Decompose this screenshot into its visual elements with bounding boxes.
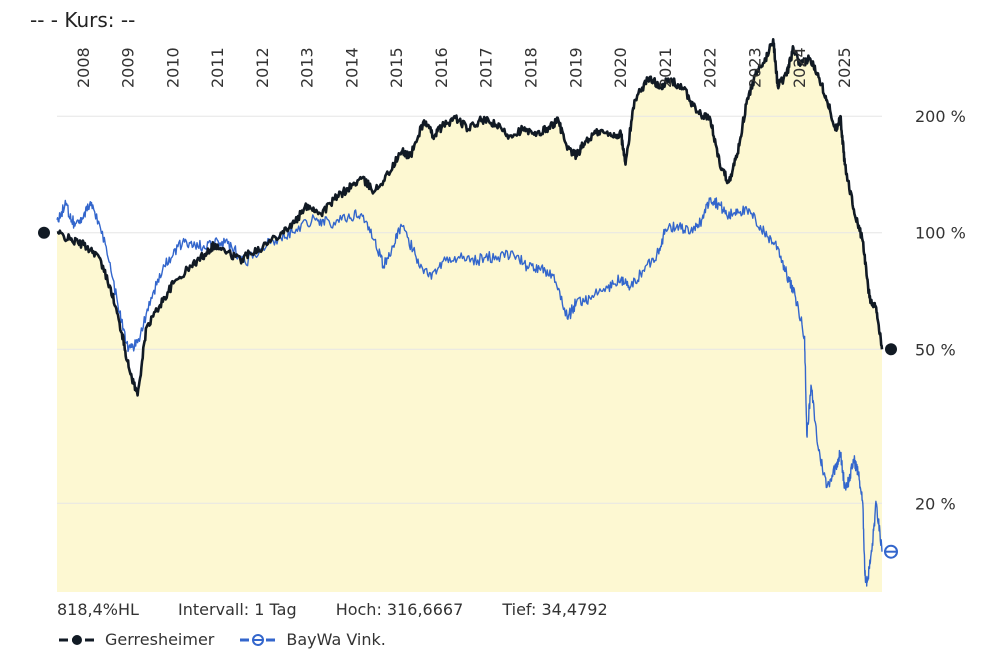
legend-swatch-baywa-icon	[240, 633, 277, 646]
grid-layer	[57, 115, 882, 504]
x-tick-label-2025: 2025	[835, 47, 854, 88]
x-tick-label-2008: 2008	[74, 47, 93, 88]
series-line-gerresheimer	[56, 38, 884, 397]
legend-label-baywa: BayWa Vink.	[286, 630, 386, 649]
line-layer	[56, 38, 884, 587]
x-tick-label-2024: 2024	[790, 47, 809, 88]
x-tick-label-2017: 2017	[477, 47, 496, 88]
x-tick-label-2023: 2023	[745, 47, 764, 88]
chart-footer: 818,4%HL Intervall: 1 Tag Hoch: 316,6667…	[57, 600, 642, 619]
footer-hl: 818,4%HL	[57, 600, 139, 619]
legend-item-gerresheimer[interactable]: Gerresheimer	[57, 630, 214, 649]
x-axis-ticks: 2008 2009 2010 2011 2012 2013 2014 2015 2016 2017…	[74, 47, 854, 88]
marker-layer	[38, 226, 898, 559]
x-tick-label-2019: 2019	[566, 47, 585, 88]
x-tick-label-2015: 2015	[387, 47, 406, 88]
footer-high: Hoch: 316,6667	[335, 600, 464, 619]
x-tick-label-2014: 2014	[342, 47, 361, 88]
x-tick-label-2010: 2010	[163, 47, 182, 88]
legend-label-gerresheimer: Gerresheimer	[105, 630, 215, 649]
fill-layer	[57, 39, 882, 593]
y-axis-ticks: 200 % 100 % 50 % 20 %	[915, 107, 966, 513]
y-tick-label-0: 200 %	[915, 107, 966, 126]
x-tick-label-2018: 2018	[522, 47, 541, 88]
line-chart: 200 %100 %50 %20 % 2008 2009 2010 2011 2012 2…	[38, 38, 966, 593]
footer-interval: Intervall: 1 Tag	[178, 600, 297, 619]
x-tick-label-2020: 2020	[611, 47, 630, 88]
legend-item-baywa[interactable]: BayWa Vink.	[238, 630, 386, 649]
series-line-baywa	[56, 197, 883, 587]
x-tick-label-2013: 2013	[298, 47, 317, 88]
x-tick-label-2009: 2009	[119, 47, 138, 88]
x-tick-label-2012: 2012	[253, 47, 272, 88]
chart-header: -- - Kurs: --	[30, 8, 136, 32]
x-tick-label-2016: 2016	[432, 47, 451, 88]
end-marker-gerresheimer-left	[38, 226, 50, 239]
footer-low: Tief: 34,4792	[502, 600, 608, 619]
y-tick-label-3: 20 %	[915, 494, 956, 513]
x-tick-label-2011: 2011	[208, 47, 227, 88]
y-tick-label-2: 50 %	[915, 340, 956, 359]
legend-swatch-gerresheimer-icon	[59, 634, 95, 645]
end-marker-gerresheimer-right	[885, 343, 897, 356]
x-tick-label-2022: 2022	[701, 47, 720, 88]
y-tick-label-1: 100 %	[915, 224, 966, 243]
area-fill-gerresheimer	[57, 39, 882, 593]
legend: Gerresheimer BayWa Vink.	[57, 630, 410, 649]
x-tick-label-2021: 2021	[656, 47, 675, 88]
